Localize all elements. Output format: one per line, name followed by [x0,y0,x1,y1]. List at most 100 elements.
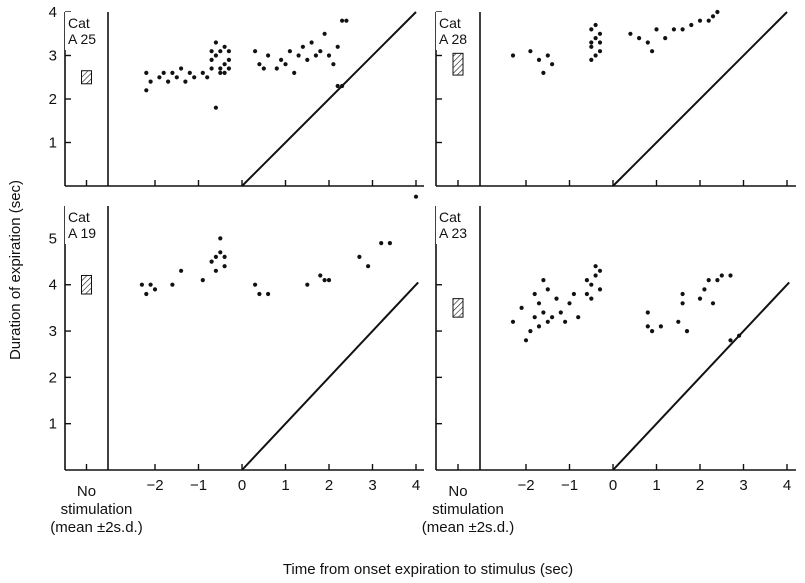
data-point [222,70,227,75]
data-point [326,53,332,58]
data-point [209,57,214,63]
data-point [545,53,550,58]
data-point [654,27,659,32]
data-point [313,53,318,58]
data-point [274,66,279,71]
data-point [226,57,231,63]
panel-label: Cat [68,209,90,225]
data-point [523,338,529,343]
data-point [737,333,742,338]
data-point [209,66,214,71]
data-point [318,49,323,54]
data-point [279,57,284,63]
x-tick-label: 2 [696,477,704,494]
data-point [545,287,550,292]
x-tick-label: 4 [783,477,791,494]
data-point [728,273,733,278]
data-point [597,287,603,292]
data-point [645,310,650,315]
data-point [218,66,223,71]
data-point [550,62,555,67]
data-point [550,315,555,320]
y-tick-label: 1 [49,135,57,152]
data-point [322,31,327,36]
x-tick-label: −2 [146,477,163,494]
data-point [200,278,205,283]
identity-line [241,11,417,187]
data-point [300,44,305,49]
data-point [593,22,598,28]
data-point [593,53,598,58]
no-stimulation-label: (mean ±2s.d.) [50,519,142,536]
data-point [222,264,227,269]
data-point [379,241,384,246]
data-point [589,296,594,301]
x-tick-label: 4 [412,477,420,494]
data-point [179,268,184,273]
data-point [183,79,188,84]
data-point [645,324,650,329]
data-point [366,264,371,269]
data-point [209,49,214,54]
y-axis-title: Duration of expiration (sec) [7,180,24,360]
data-point [541,70,546,75]
data-point [305,57,310,63]
control-box [81,274,92,295]
data-point [558,310,563,315]
data-point [213,105,218,110]
data-point [680,27,685,32]
data-point [344,18,349,23]
x-tick-label: 2 [325,477,333,494]
data-point [283,62,288,67]
data-point [222,254,227,259]
data-point [292,70,297,75]
data-point [589,57,594,63]
data-point [715,9,720,15]
data-point [650,49,655,54]
data-point [628,31,633,36]
data-point [536,301,542,306]
panel-label: Cat [439,15,461,31]
y-tick-label: 4 [49,4,57,21]
data-point [680,301,685,306]
data-point [554,296,559,301]
panel-label-bg [65,206,105,244]
panel-label: Cat [68,15,90,31]
data-point [532,315,537,320]
y-tick-label: 3 [49,323,57,340]
control-box [81,70,92,85]
data-point [213,254,218,259]
data-point [597,31,603,36]
data-point [170,70,175,75]
data-point [226,49,231,54]
data-point [710,14,716,19]
data-point [680,291,685,297]
data-point [528,49,533,54]
data-point [200,70,205,75]
data-point [710,301,716,306]
data-point [676,319,681,324]
x-tick-label: 1 [652,477,660,494]
data-point [589,44,594,49]
data-point [148,79,153,84]
data-point [576,315,581,320]
data-point [144,88,149,93]
identity-line [612,281,790,471]
data-point [148,282,153,287]
panel-label: Cat [439,209,461,225]
data-point [226,66,231,71]
data-point [719,273,724,278]
x-tick-label: −1 [561,477,578,494]
data-point [340,18,345,23]
x-axis-title: Time from onset expiration to stimulus (… [283,561,573,578]
x-tick-label: 3 [739,477,747,494]
data-point [222,44,227,49]
data-point [309,40,314,45]
data-point [637,36,642,41]
data-point [715,278,720,283]
data-point [593,273,598,278]
no-stimulation-label: No [77,483,96,500]
